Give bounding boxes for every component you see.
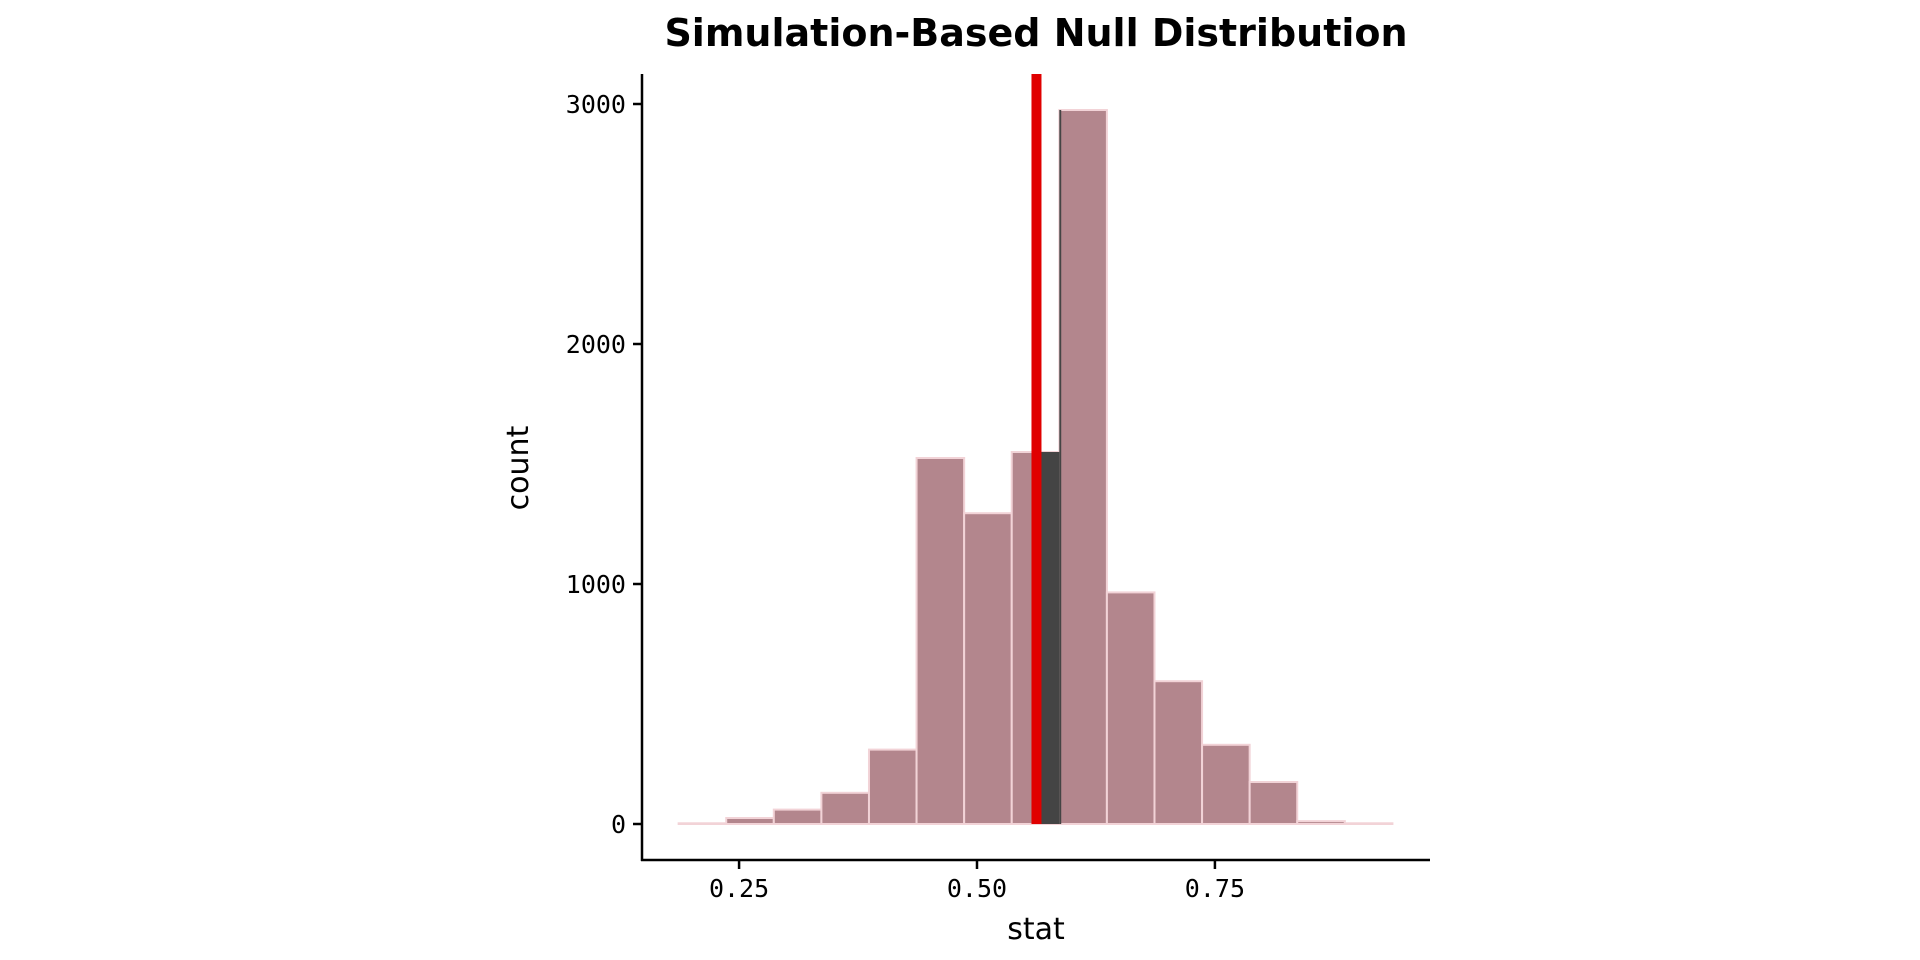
histogram-bar-5 bbox=[915, 457, 966, 825]
histogram-bar-2 bbox=[772, 808, 823, 825]
histogram-bar-3 bbox=[820, 791, 870, 825]
histogram-bar-0 bbox=[677, 822, 728, 826]
y-tick-label-0: 0 bbox=[611, 810, 626, 839]
x-tick-label-0: 0.25 bbox=[709, 874, 769, 903]
x-tick-label-2: 0.75 bbox=[1185, 874, 1245, 903]
bars-layer bbox=[677, 109, 1394, 826]
chart-title: Simulation-Based Null Distribution bbox=[664, 11, 1407, 55]
histogram-bar-4 bbox=[867, 748, 918, 825]
histogram-bar-11 bbox=[1201, 743, 1251, 825]
shaded-region-layer bbox=[1036, 110, 1062, 824]
y-axis-title: count bbox=[501, 425, 536, 510]
x-axis-title: stat bbox=[1007, 912, 1065, 947]
x-tick-label-1: 0.50 bbox=[947, 874, 1007, 903]
axes-layer bbox=[640, 74, 1430, 862]
y-tick-label-1: 1000 bbox=[566, 570, 626, 599]
histogram-bar-1 bbox=[725, 817, 775, 825]
shaded-region-segment-1 bbox=[1059, 110, 1062, 824]
histogram-bar-14 bbox=[1343, 822, 1394, 826]
histogram-bar-6 bbox=[963, 512, 1013, 825]
histogram-bar-9 bbox=[1105, 591, 1156, 826]
histogram-bar-10 bbox=[1153, 680, 1204, 826]
y-tick-label-3: 3000 bbox=[566, 90, 626, 119]
ticks-layer: 0 1000 2000 3000 0.25 0.50 0.75 bbox=[566, 90, 1245, 903]
histogram-bar-12 bbox=[1248, 781, 1299, 825]
shaded-region-segment-0 bbox=[1036, 452, 1060, 824]
histogram-bar-8 bbox=[1058, 109, 1108, 825]
histogram-bar-13 bbox=[1296, 820, 1346, 825]
y-tick-label-2: 2000 bbox=[566, 330, 626, 359]
